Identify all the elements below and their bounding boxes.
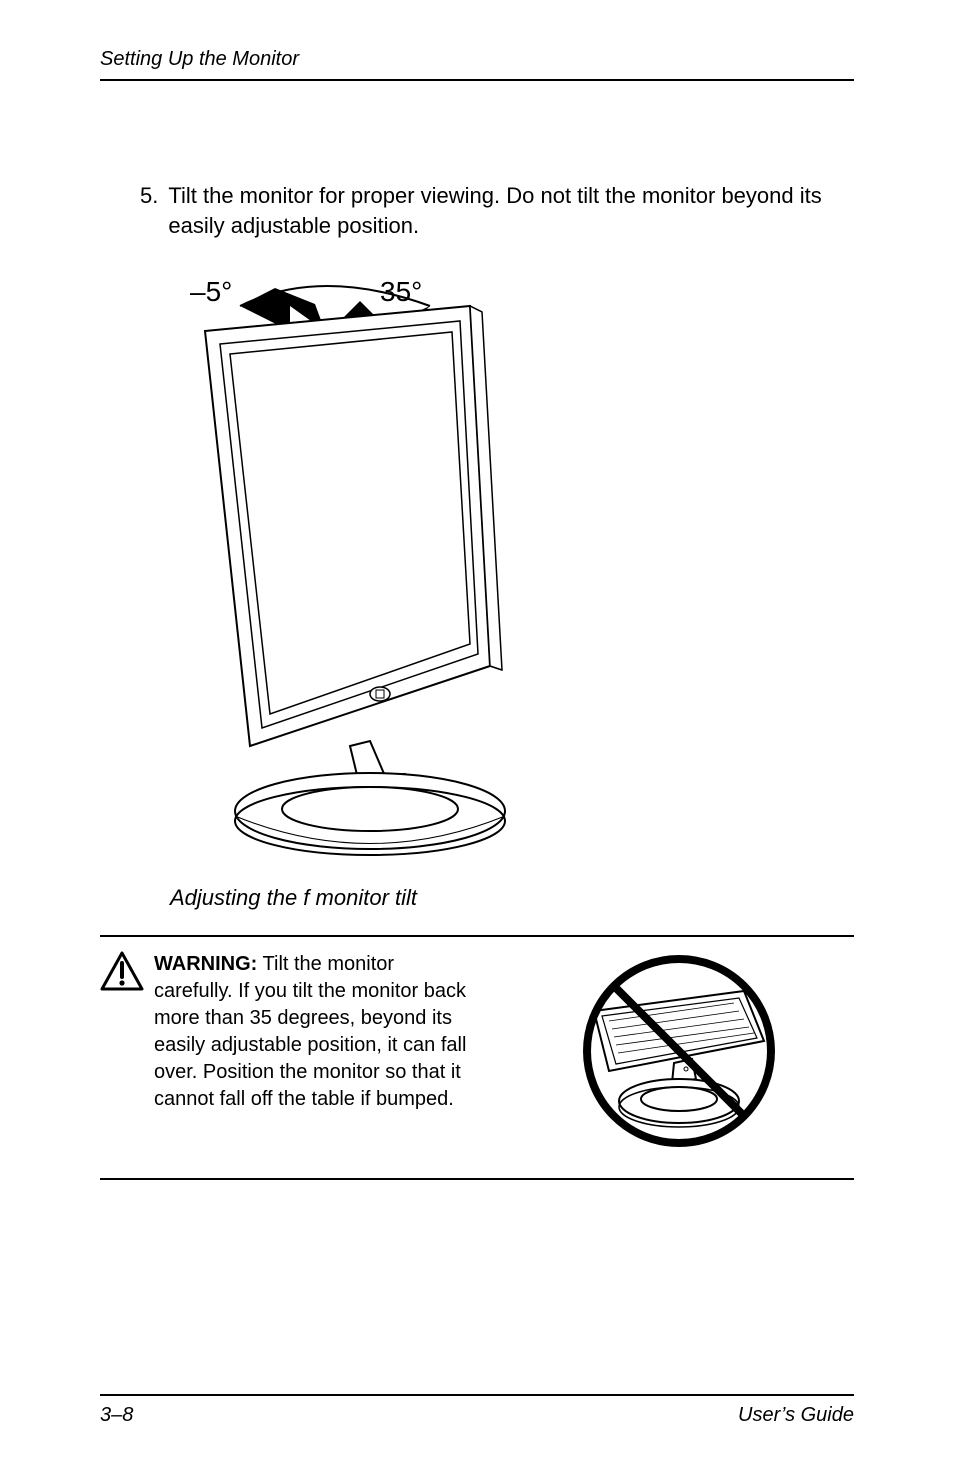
page-footer: 3–8 User’s Guide xyxy=(100,1394,854,1427)
tilt-figure: –5° 35° xyxy=(170,276,854,861)
running-header: Setting Up the Monitor xyxy=(100,48,854,81)
step-text: Tilt the monitor for proper viewing. Do … xyxy=(168,181,854,240)
warning-body-text: Tilt the monitor carefully. If you tilt … xyxy=(154,953,466,1110)
step-number: 5. xyxy=(140,181,158,240)
warning-label: WARNING: xyxy=(154,953,257,975)
tilt-max-label: 35° xyxy=(380,276,422,308)
prohibited-tilt-figure xyxy=(504,951,854,1156)
figure-caption: Adjusting the f monitor tilt xyxy=(170,885,854,911)
page-number: 3–8 xyxy=(100,1404,133,1427)
tilt-min-label: –5° xyxy=(190,276,232,308)
warning-icon xyxy=(100,951,144,996)
step-5: 5. Tilt the monitor for proper viewing. … xyxy=(140,181,854,240)
doc-title: User’s Guide xyxy=(738,1404,854,1427)
warning-callout: WARNING: Tilt the monitor carefully. If … xyxy=(100,935,854,1180)
warning-text: WARNING: Tilt the monitor carefully. If … xyxy=(154,951,474,1113)
monitor-tilt-illustration xyxy=(170,276,550,856)
